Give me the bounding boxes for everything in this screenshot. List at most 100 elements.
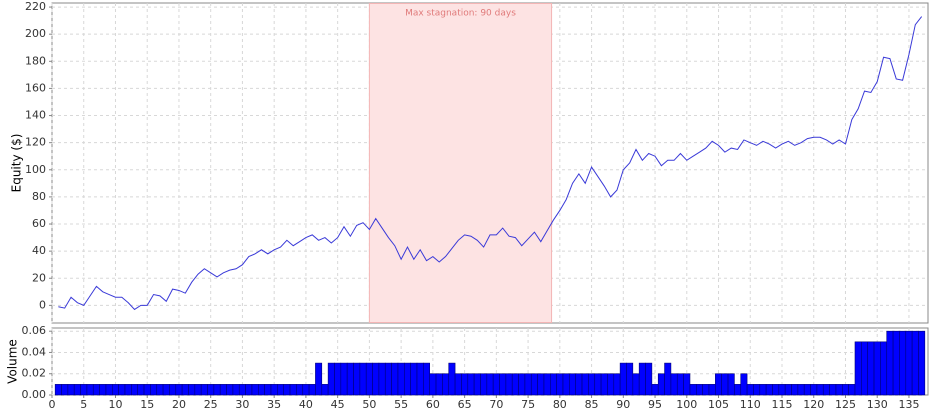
volume-bar — [842, 384, 849, 396]
volume-bar — [346, 362, 354, 396]
x-tick-label: 45 — [331, 398, 345, 408]
volume-bar — [734, 384, 742, 396]
x-tick-label: 0 — [49, 398, 56, 408]
y-tick-label: 100 — [25, 163, 46, 176]
volume-bar — [518, 373, 526, 396]
volume-bar — [873, 341, 881, 396]
x-tick-label: 15 — [140, 398, 154, 408]
volume-bar — [124, 384, 132, 396]
volume-bar — [226, 384, 234, 396]
volume-bar — [359, 362, 367, 396]
volume-bar — [86, 384, 94, 396]
x-tick-label: 95 — [648, 398, 662, 408]
volume-bar — [676, 373, 684, 396]
volume-bar — [207, 384, 215, 396]
x-tick-label: 70 — [489, 398, 503, 408]
volume-bar — [619, 362, 627, 396]
volume-bar — [594, 373, 602, 396]
highlight-label: Max stagnation: 90 days — [405, 9, 516, 19]
volume-bar — [892, 330, 900, 396]
volume-bar — [746, 384, 754, 396]
volume-bar — [251, 384, 259, 396]
volume-bar — [92, 384, 100, 396]
volume-bar — [289, 384, 297, 396]
volume-bar — [880, 341, 888, 396]
x-tick-label: 20 — [172, 398, 186, 408]
volume-bar — [200, 384, 208, 396]
x-tick-label: 110 — [740, 398, 761, 408]
y-tick-label: 220 — [25, 0, 46, 13]
volume-bar — [118, 384, 126, 396]
volume-bar — [708, 384, 716, 396]
volume-bar — [867, 341, 875, 396]
volume-bar — [861, 341, 868, 396]
volume-bar — [162, 384, 170, 396]
equity-line — [58, 16, 923, 311]
x-tick-label: 65 — [458, 398, 472, 408]
y-tick-label: 0.06 — [22, 324, 47, 337]
volume-bar — [492, 373, 500, 396]
volume-bar — [296, 384, 304, 396]
volume-bar — [848, 384, 856, 396]
volume-bar — [219, 384, 227, 396]
volume-bar — [321, 384, 329, 396]
volume-bar — [105, 384, 113, 396]
volume-bar — [753, 384, 761, 396]
volume-bar — [112, 384, 119, 396]
x-tick-label: 125 — [835, 398, 856, 408]
y-axis-label: Equity ($) — [10, 134, 24, 193]
volume-bar — [80, 384, 88, 396]
volume-bar — [213, 384, 221, 396]
x-tick-label: 5 — [80, 398, 87, 408]
volume-bar — [454, 373, 462, 396]
volume-bar — [175, 384, 183, 396]
x-tick-label: 135 — [898, 398, 919, 408]
volume-bar — [340, 362, 348, 396]
volume-bar — [829, 384, 837, 396]
volume-bar — [854, 341, 862, 396]
volume-bar — [499, 373, 507, 396]
x-tick-label: 60 — [426, 398, 440, 408]
y-tick-label: 160 — [25, 81, 46, 94]
volume-bar — [238, 384, 246, 396]
volume-bar — [143, 384, 151, 396]
volume-bar — [99, 384, 107, 396]
volume-bar — [283, 384, 291, 396]
volume-bar — [511, 373, 519, 396]
volume-bar — [429, 373, 437, 396]
volume-bar — [232, 384, 240, 396]
volume-bar — [391, 362, 399, 396]
volume-bar — [530, 373, 538, 396]
x-tick-label: 100 — [676, 398, 697, 408]
volume-bar — [918, 330, 926, 396]
x-tick-label: 130 — [867, 398, 888, 408]
volume-bar — [384, 362, 392, 396]
volume-bar — [835, 384, 843, 396]
volume-bar — [626, 362, 634, 396]
volume-bar — [600, 373, 608, 396]
volume-bar — [638, 362, 646, 396]
volume-bar — [721, 373, 729, 396]
x-tick-label: 40 — [299, 398, 313, 408]
volume-bar — [353, 362, 361, 396]
volume-bar — [181, 384, 189, 396]
volume-bar — [911, 330, 919, 396]
volume-bar — [416, 362, 424, 396]
volume-bar — [277, 384, 284, 396]
volume-bar — [410, 362, 418, 396]
volume-bar — [169, 384, 177, 396]
volume-bar — [137, 384, 145, 396]
volume-bar — [556, 373, 564, 396]
y-axis-label: Volume — [6, 339, 20, 384]
volume-bar — [61, 384, 69, 396]
volume-bar — [131, 384, 138, 396]
volume-bar — [905, 330, 913, 396]
y-tick-label: 0 — [39, 298, 46, 311]
volume-bar — [372, 362, 380, 396]
y-tick-label: 60 — [32, 217, 46, 230]
volume-bar — [448, 362, 456, 396]
volume-bar — [797, 384, 805, 396]
volume-bar — [188, 384, 196, 396]
x-tick-label: 85 — [585, 398, 599, 408]
x-tick-label: 75 — [521, 398, 535, 408]
